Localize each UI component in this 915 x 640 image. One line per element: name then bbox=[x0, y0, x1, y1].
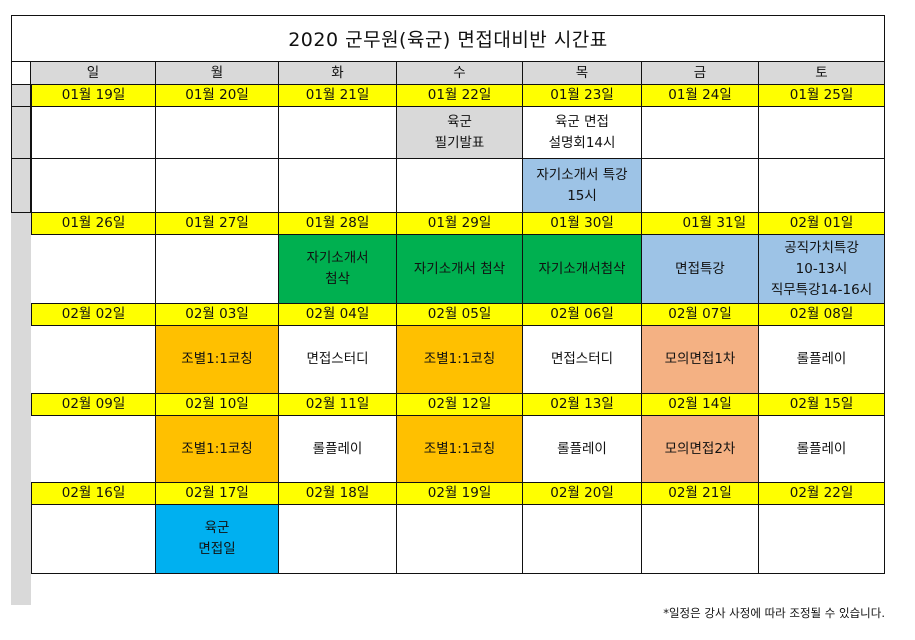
date-cell: 01월 31일 bbox=[642, 213, 759, 235]
schedule-event: 자기소개서첨삭 bbox=[523, 235, 642, 304]
schedule-event: 조별1:1코칭 bbox=[397, 326, 523, 394]
date-cell: 02월 21일 bbox=[642, 483, 759, 505]
date-cell: 02월 22일 bbox=[759, 483, 885, 505]
empty-slot bbox=[279, 159, 397, 213]
date-cell: 01월 21일 bbox=[279, 85, 397, 107]
date-cell: 01월 30일 bbox=[523, 213, 642, 235]
date-cell: 02월 09일 bbox=[31, 394, 156, 416]
date-cell: 01월 23일 bbox=[523, 85, 642, 107]
date-cell: 02월 04일 bbox=[279, 304, 397, 326]
schedule-event: 면접특강 bbox=[642, 235, 759, 304]
schedule-event: 육군 면접일 bbox=[156, 505, 279, 574]
schedule-event: 롤플레이 bbox=[759, 326, 885, 394]
schedule-event: 조별1:1코칭 bbox=[397, 416, 523, 483]
date-cell: 02월 02일 bbox=[31, 304, 156, 326]
schedule-event: 면접스터디 bbox=[279, 326, 397, 394]
weekday-header: 화 bbox=[279, 62, 397, 85]
date-cell: 02월 05일 bbox=[397, 304, 523, 326]
date-cell: 01월 26일 bbox=[31, 213, 156, 235]
empty-slot bbox=[31, 505, 156, 574]
schedule-event: 조별1:1코칭 bbox=[156, 416, 279, 483]
schedule-event: 육군 필기발표 bbox=[397, 107, 523, 159]
date-cell: 02월 13일 bbox=[523, 394, 642, 416]
empty-slot bbox=[759, 159, 885, 213]
row-gutter-cell bbox=[11, 85, 31, 107]
date-cell: 02월 20일 bbox=[523, 483, 642, 505]
empty-slot bbox=[156, 107, 279, 159]
empty-slot bbox=[397, 505, 523, 574]
date-cell: 01월 28일 bbox=[279, 213, 397, 235]
date-cell: 02월 06일 bbox=[523, 304, 642, 326]
empty-slot bbox=[759, 505, 885, 574]
footnote: *일정은 강사 사정에 따라 조정될 수 있습니다. bbox=[663, 606, 885, 620]
empty-slot bbox=[397, 159, 523, 213]
row-gutter-cell bbox=[11, 159, 31, 213]
empty-slot bbox=[642, 159, 759, 213]
schedule-event: 자기소개서 첨삭 bbox=[279, 235, 397, 304]
empty-slot bbox=[759, 107, 885, 159]
date-cell: 02월 10일 bbox=[156, 394, 279, 416]
date-cell: 01월 24일 bbox=[642, 85, 759, 107]
date-cell: 01월 20일 bbox=[156, 85, 279, 107]
empty-slot bbox=[31, 159, 156, 213]
date-cell: 02월 07일 bbox=[642, 304, 759, 326]
date-cell: 02월 01일 bbox=[759, 213, 885, 235]
weekday-header: 월 bbox=[156, 62, 279, 85]
empty-slot bbox=[279, 107, 397, 159]
date-cell: 02월 19일 bbox=[397, 483, 523, 505]
date-cell: 02월 17일 bbox=[156, 483, 279, 505]
weekday-header: 수 bbox=[397, 62, 523, 85]
schedule-event: 면접스터디 bbox=[523, 326, 642, 394]
schedule-event: 자기소개서 특강 15시 bbox=[523, 159, 642, 213]
row-gutter-cell bbox=[11, 107, 31, 159]
schedule-event: 모의면접2차 bbox=[642, 416, 759, 483]
weekday-header: 목 bbox=[523, 62, 642, 85]
empty-slot bbox=[642, 505, 759, 574]
weekday-header: 토 bbox=[759, 62, 885, 85]
schedule-event: 롤플레이 bbox=[759, 416, 885, 483]
empty-slot bbox=[31, 235, 156, 304]
date-cell: 02월 03일 bbox=[156, 304, 279, 326]
header-corner bbox=[11, 62, 31, 85]
empty-slot bbox=[523, 505, 642, 574]
empty-slot bbox=[156, 159, 279, 213]
date-cell: 02월 18일 bbox=[279, 483, 397, 505]
date-cell: 01월 19일 bbox=[31, 85, 156, 107]
date-cell: 02월 11일 bbox=[279, 394, 397, 416]
empty-slot bbox=[279, 505, 397, 574]
schedule-event: 롤플레이 bbox=[279, 416, 397, 483]
empty-slot bbox=[31, 416, 156, 483]
page-title: 2020 군무원(육군) 면접대비반 시간표 bbox=[11, 15, 885, 62]
weekday-header: 일 bbox=[31, 62, 156, 85]
date-cell: 02월 15일 bbox=[759, 394, 885, 416]
date-cell: 02월 14일 bbox=[642, 394, 759, 416]
date-cell: 02월 12일 bbox=[397, 394, 523, 416]
empty-slot bbox=[156, 235, 279, 304]
date-cell: 01월 29일 bbox=[397, 213, 523, 235]
date-cell: 02월 16일 bbox=[31, 483, 156, 505]
date-cell: 01월 22일 bbox=[397, 85, 523, 107]
schedule-event: 모의면접1차 bbox=[642, 326, 759, 394]
schedule-event: 조별1:1코칭 bbox=[156, 326, 279, 394]
date-cell: 02월 08일 bbox=[759, 304, 885, 326]
schedule-event: 롤플레이 bbox=[523, 416, 642, 483]
empty-slot bbox=[31, 326, 156, 394]
schedule-event: 자기소개서 첨삭 bbox=[397, 235, 523, 304]
date-cell: 01월 27일 bbox=[156, 213, 279, 235]
empty-slot bbox=[642, 107, 759, 159]
schedule-event: 공직가치특강 10-13시 직무특강14-16시 bbox=[759, 235, 885, 304]
row-gutter bbox=[11, 85, 31, 605]
weekday-header: 금 bbox=[642, 62, 759, 85]
schedule-event: 육군 면접 설명회14시 bbox=[523, 107, 642, 159]
date-cell: 01월 25일 bbox=[759, 85, 885, 107]
empty-slot bbox=[31, 107, 156, 159]
